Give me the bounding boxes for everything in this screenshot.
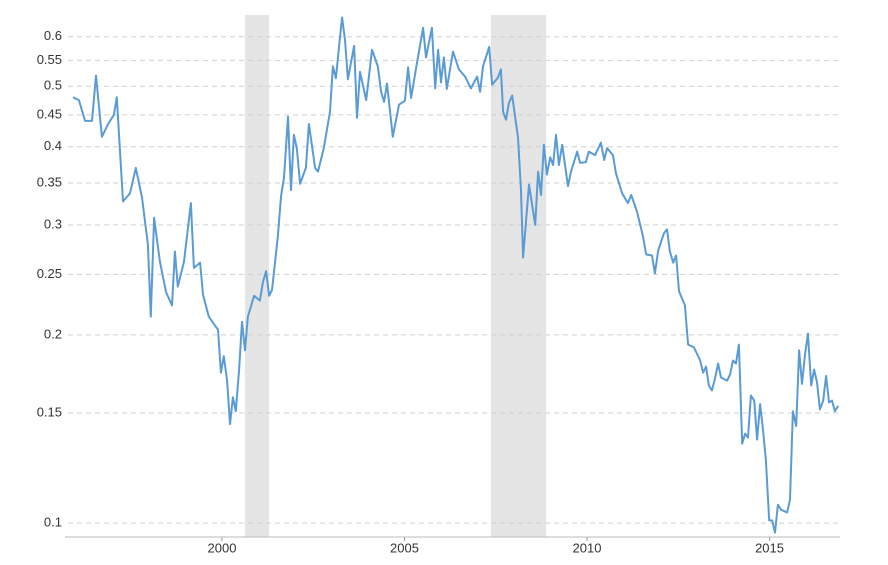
y-tick-label: 0.45 (37, 106, 62, 121)
recession-band (491, 15, 547, 537)
data-line (72, 16, 840, 534)
y-tick-label: 0.55 (37, 52, 62, 67)
x-tick-label: 2000 (208, 540, 237, 555)
y-tick-label: 0.5 (44, 78, 62, 93)
x-tick-label: 2005 (390, 540, 419, 555)
y-tick-label: 0.4 (44, 138, 62, 153)
y-tick-label: 0.3 (44, 216, 62, 231)
y-tick-label: 0.1 (44, 515, 62, 530)
y-tick-label: 0.6 (44, 28, 62, 43)
x-tick-label: 2010 (573, 540, 602, 555)
y-tick-label: 0.2 (44, 326, 62, 341)
y-tick-label: 0.15 (37, 404, 62, 419)
x-tick-label: 2015 (755, 540, 784, 555)
y-tick-label: 0.25 (37, 266, 62, 281)
y-tick-label: 0.35 (37, 174, 62, 189)
